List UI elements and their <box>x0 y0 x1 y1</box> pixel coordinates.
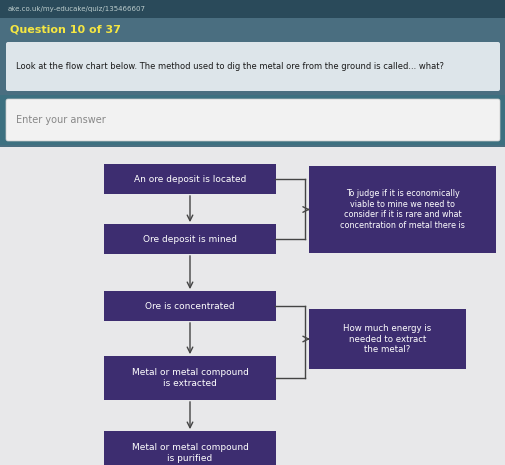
FancyBboxPatch shape <box>0 18 505 40</box>
FancyBboxPatch shape <box>6 42 499 91</box>
FancyBboxPatch shape <box>6 99 499 141</box>
FancyBboxPatch shape <box>104 431 275 465</box>
Text: To judge if it is economically
viable to mine we need to
consider if it is rare : To judge if it is economically viable to… <box>339 189 464 230</box>
Text: Metal or metal compound
is extracted: Metal or metal compound is extracted <box>131 368 248 388</box>
FancyBboxPatch shape <box>309 166 495 253</box>
FancyBboxPatch shape <box>309 309 465 369</box>
FancyBboxPatch shape <box>104 164 275 194</box>
Text: An ore deposit is located: An ore deposit is located <box>133 174 246 184</box>
FancyBboxPatch shape <box>0 95 505 145</box>
Text: Look at the flow chart below. The method used to dig the metal ore from the grou: Look at the flow chart below. The method… <box>16 62 443 71</box>
Text: Enter your answer: Enter your answer <box>16 115 106 125</box>
Text: ake.co.uk/my-educake/quiz/135466607: ake.co.uk/my-educake/quiz/135466607 <box>8 6 146 12</box>
FancyBboxPatch shape <box>104 356 275 400</box>
Text: Metal or metal compound
is purified: Metal or metal compound is purified <box>131 443 248 463</box>
Text: How much energy is
needed to extract
the metal?: How much energy is needed to extract the… <box>343 324 431 354</box>
FancyBboxPatch shape <box>104 224 275 254</box>
FancyBboxPatch shape <box>0 0 505 18</box>
FancyBboxPatch shape <box>104 291 275 321</box>
Text: Ore is concentrated: Ore is concentrated <box>145 301 234 311</box>
FancyBboxPatch shape <box>0 147 505 465</box>
Text: Ore deposit is mined: Ore deposit is mined <box>143 234 236 244</box>
Text: Question 10 of 37: Question 10 of 37 <box>10 24 121 34</box>
